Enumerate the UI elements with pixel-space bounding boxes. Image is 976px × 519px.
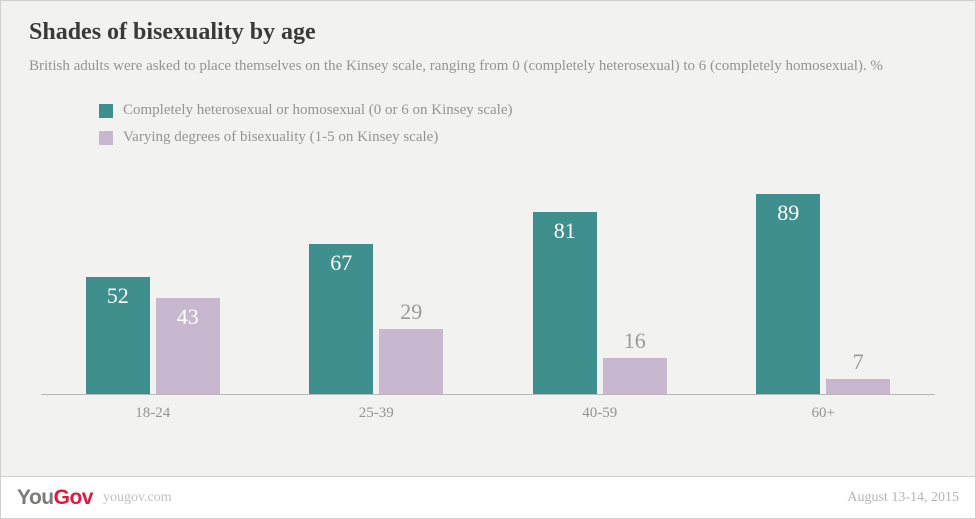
bar-value: 16 [624, 328, 646, 354]
bar-value: 89 [777, 200, 799, 226]
yougov-logo: YouGov [17, 486, 93, 510]
bar-series-a: 89 [756, 194, 820, 394]
x-axis-label: 25-39 [278, 405, 475, 422]
bar-series-b: 7 [826, 379, 890, 395]
bar-series-a: 81 [533, 212, 597, 394]
bar-series-a: 67 [309, 244, 373, 395]
legend-label: Varying degrees of bisexuality (1-5 on K… [123, 129, 438, 146]
bar-group: 52 43 [54, 277, 251, 394]
bar-value: 7 [853, 349, 864, 375]
bar-value: 43 [177, 304, 199, 330]
bar-value: 52 [107, 283, 129, 309]
legend-swatch [99, 131, 113, 145]
bar-group: 89 7 [725, 194, 922, 394]
chart-card: Shades of bisexuality by age British adu… [0, 0, 976, 519]
brand: YouGov yougov.com [17, 486, 172, 510]
site-url: yougov.com [103, 490, 172, 506]
legend-item: Varying degrees of bisexuality (1-5 on K… [99, 129, 947, 146]
bar-series-b: 43 [156, 298, 220, 395]
x-axis-label: 40-59 [501, 405, 698, 422]
plot-area: 52 43 67 29 81 16 89 7 [41, 170, 935, 395]
bar-series-b: 29 [379, 329, 443, 394]
chart-title: Shades of bisexuality by age [29, 19, 947, 46]
bar-series-a: 52 [86, 277, 150, 394]
survey-date: August 13-14, 2015 [847, 490, 959, 506]
bar-group: 81 16 [501, 212, 698, 394]
footer: YouGov yougov.com August 13-14, 2015 [1, 476, 975, 518]
bar-value: 29 [400, 299, 422, 325]
bar-group: 67 29 [278, 244, 475, 395]
legend-item: Completely heterosexual or homosexual (0… [99, 102, 947, 119]
bar-value: 67 [330, 250, 352, 276]
legend: Completely heterosexual or homosexual (0… [99, 102, 947, 146]
legend-swatch [99, 104, 113, 118]
x-axis-label: 18-24 [54, 405, 251, 422]
x-axis-label: 60+ [725, 405, 922, 422]
legend-label: Completely heterosexual or homosexual (0… [123, 102, 512, 119]
x-axis: 18-24 25-39 40-59 60+ [41, 405, 935, 422]
chart-subtitle: British adults were asked to place thems… [29, 56, 947, 76]
bar-value: 81 [554, 218, 576, 244]
bar-series-b: 16 [603, 358, 667, 394]
